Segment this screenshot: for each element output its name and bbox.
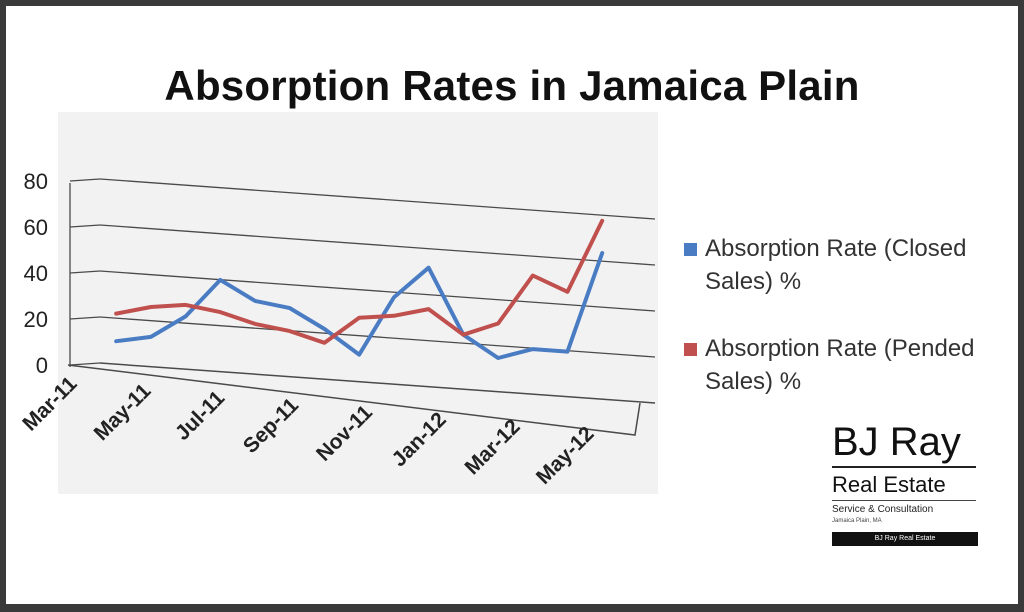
side-gridline-60: [69, 224, 101, 228]
data-point: [392, 314, 396, 318]
data-point: [357, 316, 361, 320]
data-point: [600, 219, 604, 223]
x-tick-label: May-12: [532, 422, 599, 489]
logo-subtitle: Real Estate: [832, 472, 946, 497]
data-point: [496, 356, 500, 360]
data-point: [114, 339, 118, 343]
logo-divider-thin: [832, 500, 976, 501]
data-point: [427, 307, 431, 311]
data-point: [253, 299, 257, 303]
legend: Absorption Rate (Closed Sales) % Absorpt…: [684, 232, 1004, 432]
floor-edge: [67, 364, 641, 436]
data-point: [288, 329, 292, 333]
legend-swatch-pended: [684, 343, 697, 356]
plot-panel: [58, 112, 658, 494]
gridline-40: [99, 270, 656, 312]
data-point: [357, 353, 361, 357]
gridline-80: [99, 178, 656, 220]
series-layer: [114, 218, 605, 360]
y-tick-label: 0: [36, 353, 48, 378]
data-point: [531, 273, 535, 277]
x-tick-label: Mar-11: [18, 372, 82, 436]
y-tick-label: 20: [24, 307, 48, 332]
legend-label-pended: Absorption Rate (Pended Sales) %: [705, 335, 975, 395]
y-tick-label: 60: [24, 215, 48, 240]
data-point: [218, 278, 222, 282]
data-point: [218, 310, 222, 314]
series-line-pended: [114, 218, 605, 345]
data-point: [322, 341, 326, 345]
legend-swatch-closed: [684, 243, 697, 256]
legend-item-pended: Absorption Rate (Pended Sales) %: [684, 332, 1004, 398]
x-tick-layer: Mar-11 May-11 Jul-11 Sep-11 Nov-11 Jan-12 Mar-…: [18, 372, 598, 489]
logo-tagline: Service & Consultation: [832, 504, 934, 515]
data-point: [565, 350, 569, 354]
data-point: [565, 290, 569, 294]
y-tick-label: 40: [24, 261, 48, 286]
brand-logo: BJ Ray Real Estate Service & Consultatio…: [832, 420, 982, 546]
y-tick-label: 80: [24, 169, 48, 194]
data-point: [392, 295, 396, 299]
logo-divider: [832, 466, 976, 468]
side-gridline-40: [69, 270, 101, 274]
x-tick-label: May-11: [90, 379, 156, 445]
x-tick-label: Jul-11: [171, 386, 230, 445]
data-point: [288, 306, 292, 310]
data-point: [496, 321, 500, 325]
x-tick-label: Sep-11: [239, 393, 303, 457]
side-gridline-0: [69, 362, 101, 366]
logo-small-text: Jamaica Plain, MA: [832, 518, 882, 524]
data-point: [184, 303, 188, 307]
data-point: [427, 266, 431, 270]
data-point: [600, 251, 604, 255]
data-point: [461, 333, 465, 337]
data-point: [531, 347, 535, 351]
data-point: [322, 327, 326, 331]
data-point: [149, 305, 153, 309]
side-gridline-80: [69, 178, 101, 182]
logo-name: BJ Ray: [832, 420, 961, 464]
y-tick-layer: 0 20 40 60 80: [24, 169, 48, 378]
data-point: [184, 314, 188, 318]
chart-title: Absorption Rates in Jamaica Plain: [164, 62, 860, 109]
logo-contact-bar: BJ Ray Real Estate: [832, 532, 978, 546]
data-point: [114, 312, 118, 316]
x-tick-label: Nov-11: [312, 401, 377, 466]
legend-label-closed: Absorption Rate (Closed Sales) %: [705, 235, 967, 295]
x-tick-label: Mar-12: [461, 415, 525, 479]
data-point: [149, 335, 153, 339]
gridline-0: [99, 362, 656, 404]
legend-item-closed: Absorption Rate (Closed Sales) %: [684, 232, 1004, 298]
data-point: [253, 322, 257, 326]
gridline-60: [99, 224, 656, 266]
x-tick-label: Jan-12: [388, 408, 451, 471]
side-gridline-20: [69, 316, 101, 320]
